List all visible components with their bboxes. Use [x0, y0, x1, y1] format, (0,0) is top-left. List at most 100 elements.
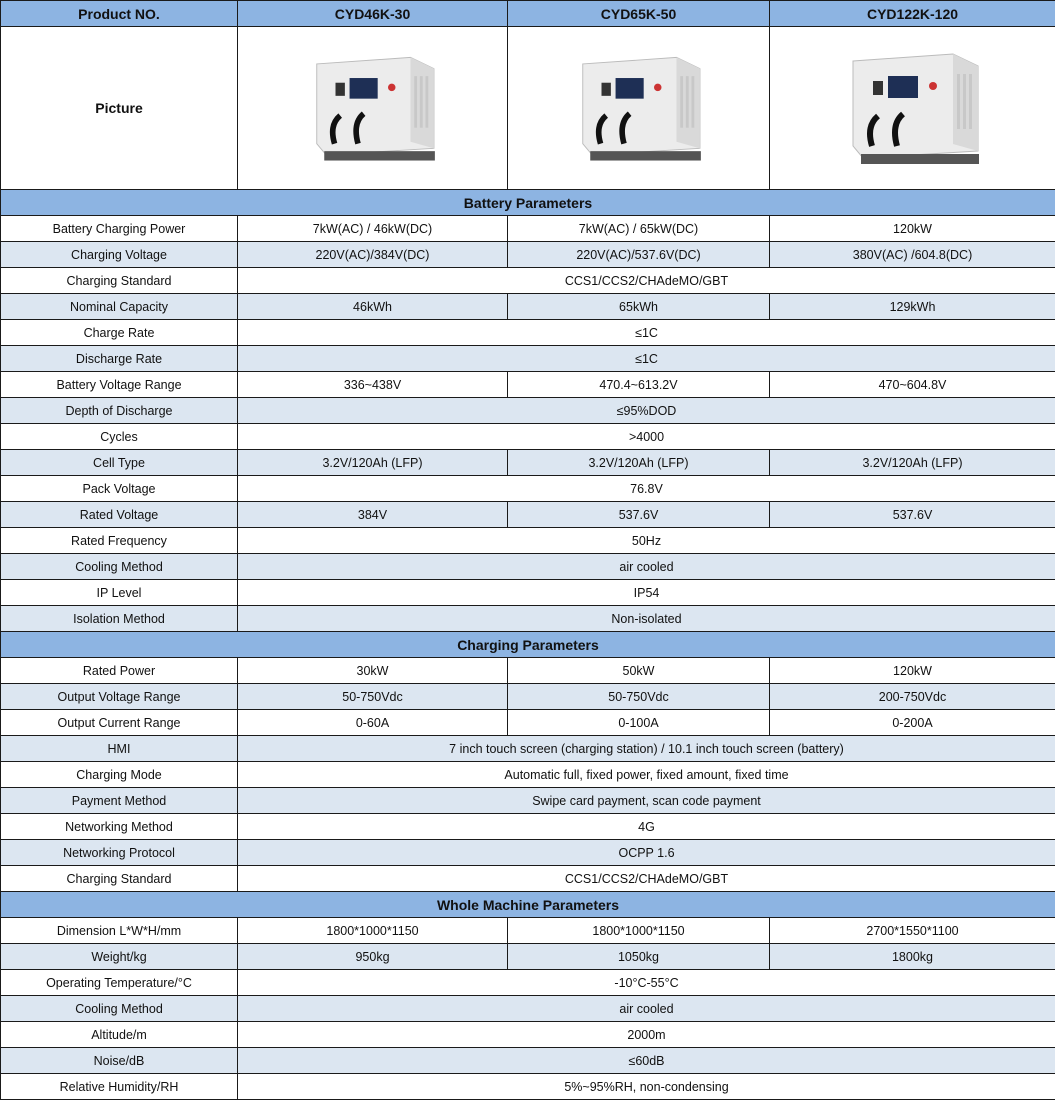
row-value: Automatic full, fixed power, fixed amoun…: [238, 762, 1055, 788]
product-header: CYD46K-30: [238, 1, 508, 27]
row-label: Relative Humidity/RH: [1, 1074, 238, 1100]
row-label: Rated Frequency: [1, 528, 238, 554]
section-title: Whole Machine Parameters: [1, 892, 1055, 918]
row-value: 200-750Vdc: [770, 684, 1055, 710]
row-label: Charging Mode: [1, 762, 238, 788]
product-header: CYD65K-50: [508, 1, 770, 27]
row-value: 76.8V: [238, 476, 1055, 502]
product-image: [508, 27, 770, 190]
row-value: 3.2V/120Ah (LFP): [770, 450, 1055, 476]
section-header: Battery Parameters: [1, 190, 1055, 216]
table-row: Cycles>4000: [1, 424, 1055, 450]
row-value: ≤60dB: [238, 1048, 1055, 1074]
row-value: air cooled: [238, 996, 1055, 1022]
row-value: ≤95%DOD: [238, 398, 1055, 424]
row-value: 30kW: [238, 658, 508, 684]
table-row: Charge Rate≤1C: [1, 320, 1055, 346]
row-value: 65kWh: [508, 294, 770, 320]
row-label: Battery Voltage Range: [1, 372, 238, 398]
row-label: Networking Protocol: [1, 840, 238, 866]
row-label: Altitude/m: [1, 1022, 238, 1048]
row-value: OCPP 1.6: [238, 840, 1055, 866]
row-label: Discharge Rate: [1, 346, 238, 372]
row-label: Payment Method: [1, 788, 238, 814]
product-no-header: Product NO.: [1, 1, 238, 27]
section-title: Charging Parameters: [1, 632, 1055, 658]
row-value: ≤1C: [238, 346, 1055, 372]
row-value: 537.6V: [508, 502, 770, 528]
row-value: 7kW(AC) / 46kW(DC): [238, 216, 508, 242]
row-value: 384V: [238, 502, 508, 528]
row-label: Nominal Capacity: [1, 294, 238, 320]
picture-row: Picture: [1, 27, 1055, 190]
row-label: Charging Standard: [1, 866, 238, 892]
row-value: CCS1/CCS2/CHAdeMO/GBT: [238, 866, 1055, 892]
row-label: Pack Voltage: [1, 476, 238, 502]
row-value: ≤1C: [238, 320, 1055, 346]
table-row: Cell Type 3.2V/120Ah (LFP)3.2V/120Ah (LFP…: [1, 450, 1055, 476]
row-value: 50Hz: [238, 528, 1055, 554]
row-label: Cell Type: [1, 450, 238, 476]
row-value: 470.4~613.2V: [508, 372, 770, 398]
row-value: 3.2V/120Ah (LFP): [508, 450, 770, 476]
section-title: Battery Parameters: [1, 190, 1055, 216]
row-value: 220V(AC)/384V(DC): [238, 242, 508, 268]
row-label: Charge Rate: [1, 320, 238, 346]
row-label: Cycles: [1, 424, 238, 450]
row-value: 220V(AC)/537.6V(DC): [508, 242, 770, 268]
row-label: Noise/dB: [1, 1048, 238, 1074]
section-header: Charging Parameters: [1, 632, 1055, 658]
row-value: 4G: [238, 814, 1055, 840]
row-label: Charging Voltage: [1, 242, 238, 268]
row-value: -10°C-55°C: [238, 970, 1055, 996]
row-value: Swipe card payment, scan code payment: [238, 788, 1055, 814]
row-value: IP54: [238, 580, 1055, 606]
row-value: 0-100A: [508, 710, 770, 736]
row-value: 0-200A: [770, 710, 1055, 736]
row-value: 470~604.8V: [770, 372, 1055, 398]
row-value: 950kg: [238, 944, 508, 970]
row-label: Depth of Discharge: [1, 398, 238, 424]
row-value: 336~438V: [238, 372, 508, 398]
row-label: Isolation Method: [1, 606, 238, 632]
row-value: >4000: [238, 424, 1055, 450]
product-header: CYD122K-120: [770, 1, 1055, 27]
row-value: 50-750Vdc: [508, 684, 770, 710]
row-value: 120kW: [770, 658, 1055, 684]
row-label: Operating Temperature/°C: [1, 970, 238, 996]
row-value: 50-750Vdc: [238, 684, 508, 710]
charging-cabinet-icon: [833, 46, 993, 171]
row-value: CCS1/CCS2/CHAdeMO/GBT: [238, 268, 1055, 294]
row-value: 1800*1000*1150: [508, 918, 770, 944]
row-value: 0-60A: [238, 710, 508, 736]
row-value: 1800kg: [770, 944, 1055, 970]
row-label: IP Level: [1, 580, 238, 606]
row-label: Rated Power: [1, 658, 238, 684]
row-value: Non-isolated: [238, 606, 1055, 632]
row-value: 7 inch touch screen (charging station) /…: [238, 736, 1055, 762]
row-value: 1800*1000*1150: [238, 918, 508, 944]
row-value: 5%~95%RH, non-condensing: [238, 1074, 1055, 1100]
row-value: 50kW: [508, 658, 770, 684]
row-label: HMI: [1, 736, 238, 762]
